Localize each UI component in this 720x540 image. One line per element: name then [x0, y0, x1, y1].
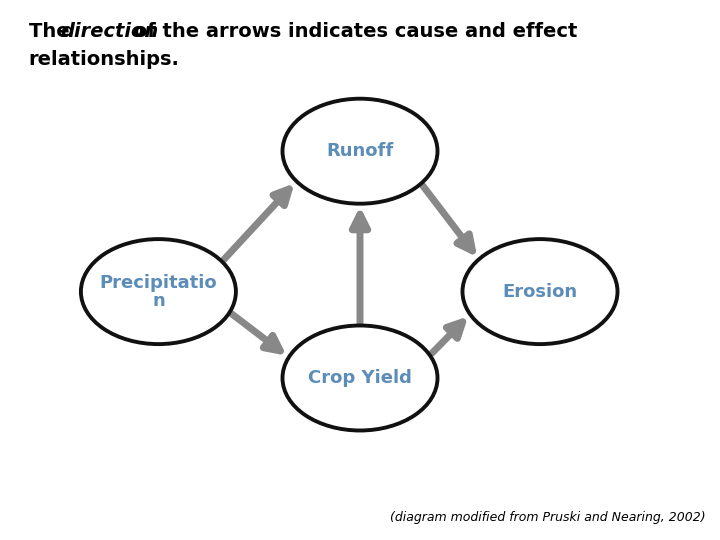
Text: Runoff: Runoff: [326, 142, 394, 160]
Ellipse shape: [282, 326, 438, 430]
Text: (diagram modified from Pruski and Nearing, 2002): (diagram modified from Pruski and Nearin…: [390, 511, 706, 524]
Text: relationships.: relationships.: [29, 50, 180, 69]
Ellipse shape: [282, 99, 438, 204]
Text: The: The: [29, 22, 76, 40]
Text: of the arrows indicates cause and effect: of the arrows indicates cause and effect: [127, 22, 578, 40]
Ellipse shape: [462, 239, 618, 344]
Ellipse shape: [81, 239, 236, 344]
Text: direction: direction: [60, 22, 158, 40]
Text: Precipitatio
n: Precipitatio n: [99, 274, 217, 309]
Text: Crop Yield: Crop Yield: [308, 369, 412, 387]
Text: Erosion: Erosion: [503, 282, 577, 301]
